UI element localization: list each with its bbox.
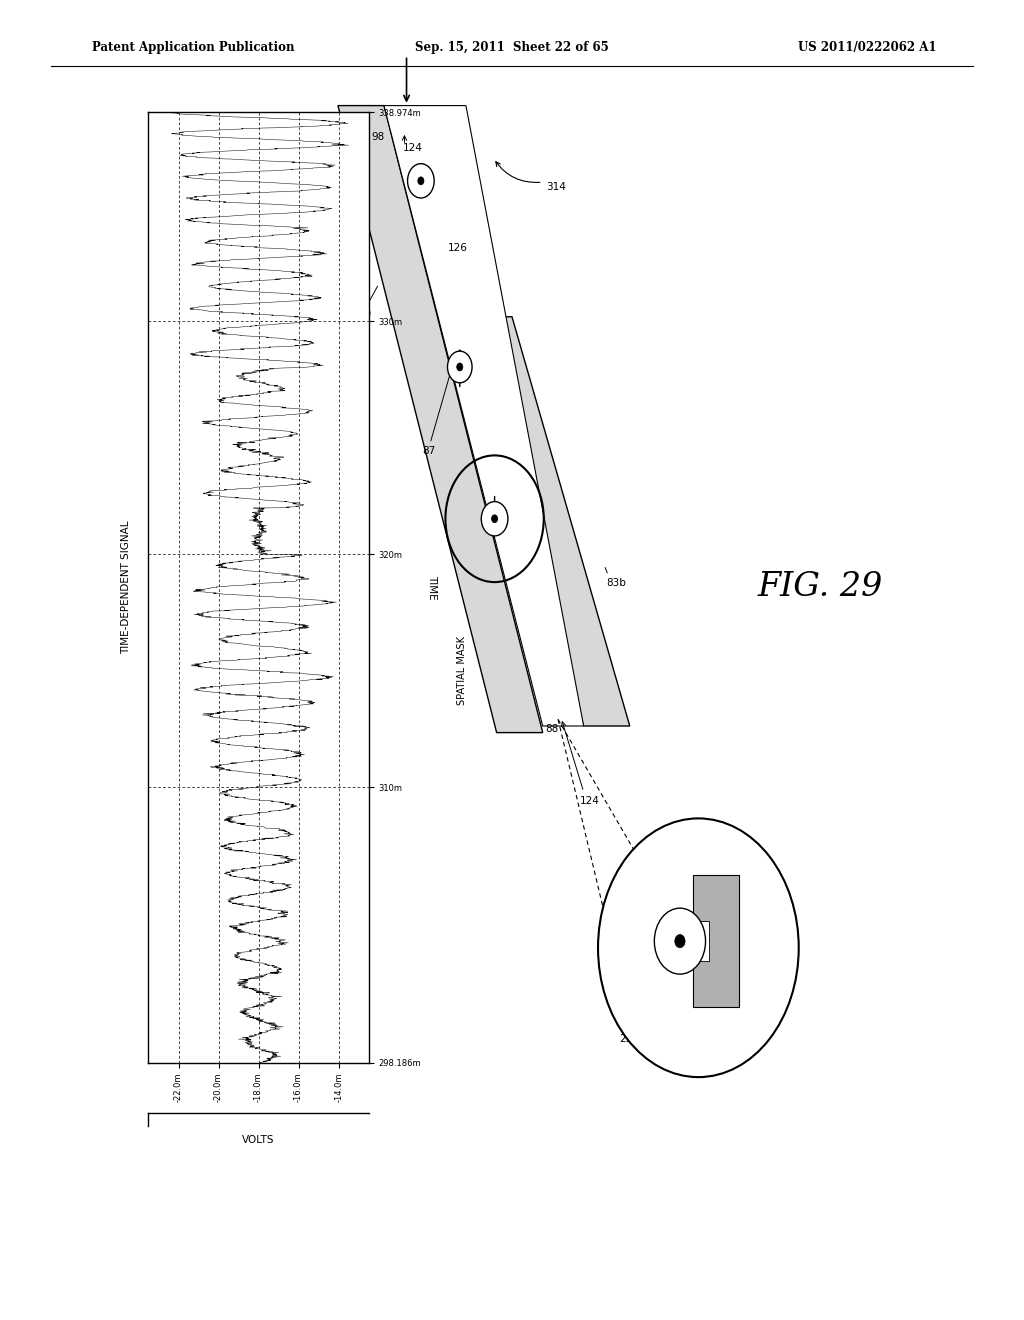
Polygon shape	[466, 317, 630, 726]
Text: Patent Application Publication: Patent Application Publication	[92, 41, 295, 54]
Text: 98: 98	[372, 132, 385, 143]
Polygon shape	[487, 507, 502, 531]
Polygon shape	[453, 355, 467, 379]
Circle shape	[492, 515, 498, 523]
Text: 126: 126	[447, 243, 467, 253]
Text: 88: 88	[545, 723, 558, 734]
Text: 124: 124	[402, 143, 422, 153]
Text: VOLTS: VOLTS	[243, 1135, 274, 1146]
Text: 126: 126	[770, 961, 790, 972]
Text: 124: 124	[580, 796, 599, 807]
Text: 314: 314	[546, 182, 565, 193]
Text: 88: 88	[710, 962, 723, 973]
Text: 236: 236	[620, 1034, 639, 1044]
Text: 83a: 83a	[291, 499, 310, 510]
Text: 83b: 83b	[606, 578, 626, 589]
Circle shape	[418, 177, 424, 185]
Circle shape	[654, 908, 706, 974]
Circle shape	[457, 363, 463, 371]
Polygon shape	[693, 875, 739, 1007]
Circle shape	[408, 164, 434, 198]
Circle shape	[598, 818, 799, 1077]
Polygon shape	[693, 921, 709, 961]
Text: DETECTOR: PIN DIODE: DETECTOR: PIN DIODE	[348, 516, 358, 627]
Text: 80: 80	[358, 309, 372, 319]
Text: TIME-DEPENDENT SIGNAL: TIME-DEPENDENT SIGNAL	[121, 520, 131, 655]
Circle shape	[447, 351, 472, 383]
Text: 234: 234	[694, 1048, 714, 1059]
Circle shape	[481, 502, 508, 536]
Text: 87: 87	[422, 446, 435, 457]
Circle shape	[675, 935, 685, 948]
Text: US 2011/0222062 A1: US 2011/0222062 A1	[799, 41, 937, 54]
Polygon shape	[338, 106, 543, 733]
Text: Sep. 15, 2011  Sheet 22 of 65: Sep. 15, 2011 Sheet 22 of 65	[415, 41, 609, 54]
Polygon shape	[414, 169, 428, 193]
Text: 98: 98	[652, 833, 666, 843]
Polygon shape	[384, 106, 584, 726]
Y-axis label: TIME: TIME	[427, 576, 436, 599]
Text: FIG. 29: FIG. 29	[758, 572, 883, 603]
Text: SPATIAL MASK: SPATIAL MASK	[457, 636, 467, 705]
